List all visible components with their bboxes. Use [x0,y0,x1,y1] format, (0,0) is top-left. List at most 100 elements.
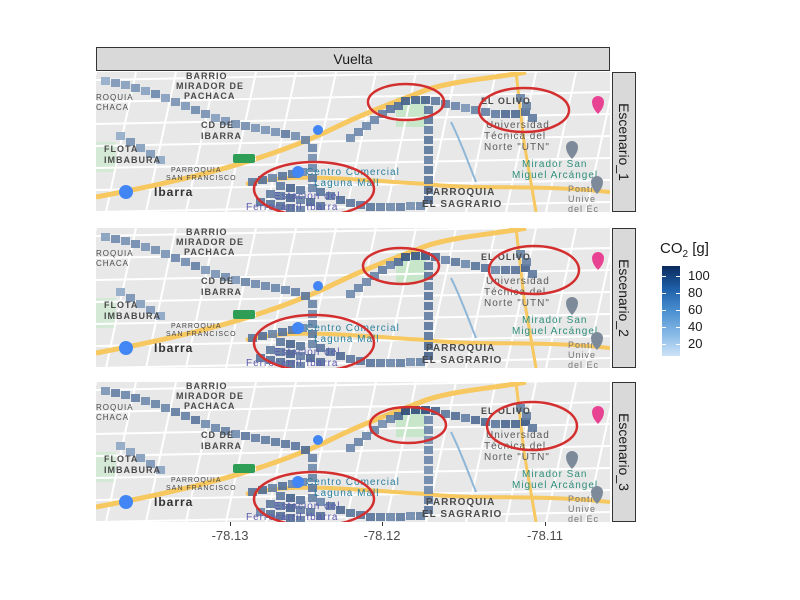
co2-cell [181,102,190,110]
minor-road [105,382,137,522]
co2-cell [308,330,317,338]
map-label-centro: Centro Comercial [306,167,400,178]
co2-cell [441,256,450,264]
shopping-cart-icon [119,341,133,355]
co2-cell [451,258,460,266]
legend-tick [676,276,680,277]
co2-cell [286,350,295,358]
co2-cell [451,102,460,110]
co2-cell [394,412,403,420]
co2-cell [461,260,470,268]
co2-cell [370,116,379,124]
highlight-circle [366,82,446,122]
co2-cell [378,110,387,118]
minor-road [96,335,610,347]
co2-cell [386,261,395,269]
co2-cell [261,126,270,134]
co2-cell [316,188,325,196]
minor-road [96,179,610,191]
co2-cell [171,98,180,106]
co2-cell [171,408,180,416]
map-label-elolivo: EL OLIVO [481,252,531,262]
map-label-tecnica: Técnica del [484,441,546,452]
x-tick-label: -78.13 [211,528,249,543]
map-label-ibarra: Ibarra [154,495,193,509]
co2-cell [431,407,440,415]
co2-cell [401,97,410,105]
map-label-chaca: CHACA [96,259,129,268]
co2-cell [394,258,403,266]
co2-cell [308,494,317,502]
co2-cell [481,108,490,116]
map-label-pachaca: PACHACA [184,401,235,411]
co2-cell [291,288,300,296]
co2-cell [111,389,120,397]
co2-cell [276,492,285,500]
map-label-elsagrario: EL SAGRARIO [422,199,502,210]
co2-cell [424,342,433,350]
co2-cell [528,424,537,432]
highlight-circle [485,400,579,452]
co2-cell [261,282,270,290]
co2-cell [461,414,470,422]
co2-cell [306,508,315,516]
major-road [96,72,527,200]
co2-cell [201,420,210,428]
facet-label-2: Escenario_2 [616,259,632,337]
co2-cell [116,132,125,140]
place-pin-icon [592,252,604,270]
co2-cell [316,512,325,520]
co2-cell [261,436,270,444]
co2-cell [421,252,430,260]
co2-cell [258,332,267,340]
facet-top-label: Vuelta [333,51,373,67]
co2-cell [286,514,295,522]
co2-cell [308,164,317,172]
co2-cell [401,253,410,261]
place-pin-icon [591,332,603,350]
x-tick-mark [230,522,231,526]
park-area [96,452,116,482]
co2-cell [266,356,275,364]
map-label-sanfrancisco: SAN FRANCISCO [166,331,237,338]
x-tick-label: -78.12 [363,528,401,543]
co2-cell [396,513,405,521]
co2-cell [316,498,325,506]
co2-cell [308,484,317,492]
minor-road [96,382,559,391]
map-panel-2: BARRIO MIRADOR DE PACHACA ROQUIA CHACA CD DE I… [96,228,610,368]
co2-cell [121,237,130,245]
co2-cell [386,513,395,521]
place-pin-icon [592,406,604,424]
map-label-imbabura: IMBABURA [104,465,161,475]
co2-cell [296,496,305,504]
minor-road [225,382,257,522]
map-label-miguel: Miguel Arcángel [512,480,598,491]
map-label-parroquia: PARROQUIA [171,323,222,330]
co2-cell [406,512,415,520]
map-label-mirador-san: Mirador San [522,159,587,170]
x-tick-mark [545,522,546,526]
map-label-cd: CD DE [201,120,234,130]
e35-shield-icon [233,310,255,319]
legend-tick [662,310,666,311]
co2-cell [276,192,285,200]
co2-cell [161,94,170,102]
highlight-circle [252,470,376,522]
map-label-universidad: Universidad [486,430,550,441]
co2-cell [522,258,531,266]
co2-cell [326,502,335,510]
co2-cell [146,306,155,314]
co2-cell [241,278,250,286]
co2-cell [151,246,160,254]
co2-cell [511,420,520,428]
co2-cell [386,415,395,423]
co2-cell [286,494,295,502]
co2-cell [501,266,510,274]
co2-cell [126,448,135,456]
map-label-elsagrario: EL SAGRARIO [422,509,502,520]
co2-cell [258,176,267,184]
map-label-roquia: ROQUIA [96,93,134,102]
co2-cell [431,97,440,105]
